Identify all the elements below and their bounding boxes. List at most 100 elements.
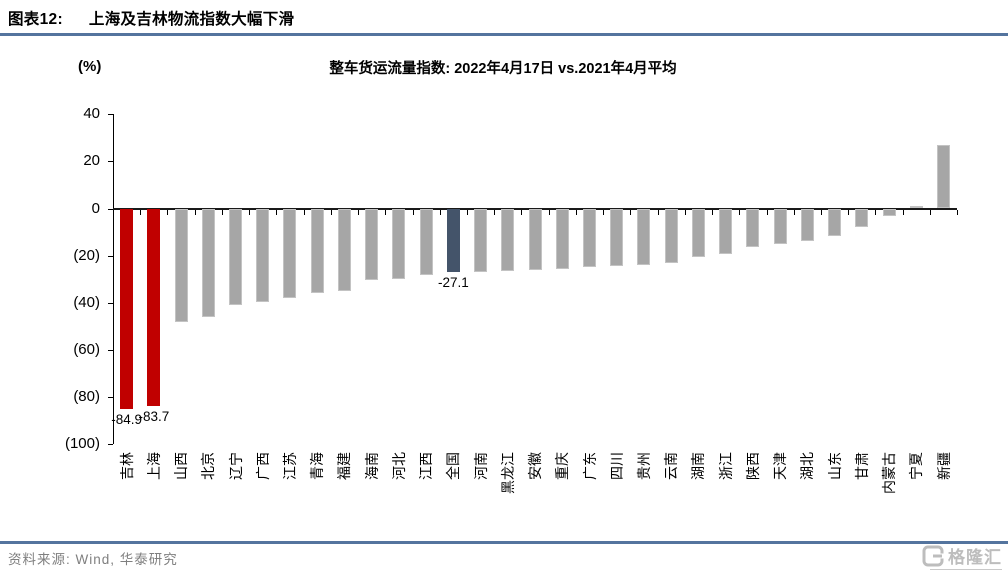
x-label-陕西: 陕西 [744, 452, 761, 480]
y-axis-tick [108, 444, 113, 446]
y-axis-tick [108, 349, 113, 351]
x-label-福建: 福建 [336, 452, 353, 480]
bar-甘肃 [855, 208, 869, 228]
bar-山东 [828, 208, 842, 237]
x-label-内蒙古: 内蒙古 [881, 452, 898, 494]
bar-山西 [174, 208, 188, 323]
gelonghui-logo: 格隆汇 [921, 543, 1002, 568]
bar-黑龙江 [501, 208, 515, 271]
y-axis-tick [108, 208, 113, 210]
bar-青海 [310, 208, 324, 293]
figure-number-label: 图表12: [8, 11, 63, 28]
x-label-全国: 全国 [445, 452, 462, 480]
x-axis-tick [848, 209, 850, 215]
bar-广西 [256, 208, 270, 302]
x-label-湖北: 湖北 [799, 452, 816, 480]
x-axis-tick [221, 209, 223, 215]
x-axis-tick [929, 209, 931, 215]
x-axis-tick [657, 209, 659, 215]
x-label-云南: 云南 [663, 452, 680, 480]
x-label-新疆: 新疆 [935, 452, 952, 480]
bar-湖南 [691, 208, 705, 257]
y-tick-label: (60) [73, 340, 100, 358]
value-label-吉林: -84.9 [111, 411, 142, 427]
figure-title: 上海及吉林物流指数大幅下滑 [88, 11, 295, 28]
gelonghui-logo-icon [922, 545, 945, 566]
x-label-重庆: 重庆 [554, 452, 571, 480]
bar-全国 [446, 208, 460, 273]
x-axis-tick [358, 209, 360, 215]
y-tick-label: 40 [83, 105, 100, 123]
y-axis-tick [108, 255, 113, 257]
source-note: 资料来源: Wind, 华泰研究 [8, 552, 178, 567]
x-axis-tick [575, 209, 577, 215]
y-tick-label: (80) [73, 388, 100, 406]
y-tick-label: 0 [91, 199, 100, 217]
y-tick-label: (20) [73, 246, 100, 264]
value-label-上海: -83.7 [138, 408, 170, 424]
bar-安徽 [528, 208, 542, 270]
figure-header: 图表12: 上海及吉林物流指数大幅下滑 [8, 7, 294, 29]
gelonghui-logo-text: 格隆汇 [948, 548, 1002, 567]
y-tick-label: 20 [83, 152, 100, 170]
logo-underline [930, 569, 1002, 570]
x-axis-tick [739, 209, 741, 215]
bar-吉林 [120, 208, 134, 409]
x-label-湖南: 湖南 [690, 452, 707, 480]
y-axis-tick [108, 114, 113, 116]
x-label-江苏: 江苏 [281, 452, 298, 480]
x-axis-tick [194, 209, 196, 215]
bar-四川 [610, 208, 624, 267]
x-axis-tick [902, 209, 904, 215]
x-axis-tick [684, 209, 686, 215]
x-axis-tick [140, 209, 142, 215]
y-axis-tick [108, 161, 113, 163]
bar-浙江 [719, 208, 733, 254]
y-axis-tick [108, 302, 113, 304]
x-axis-tick [113, 209, 114, 215]
x-label-河北: 河北 [390, 452, 407, 480]
x-label-天津: 天津 [772, 452, 789, 480]
x-axis-tick [548, 209, 550, 215]
bar-广东 [583, 208, 597, 268]
value-label-全国: -27.1 [437, 275, 469, 291]
x-label-甘肃: 甘肃 [853, 452, 870, 480]
x-label-安徽: 安徽 [527, 452, 544, 480]
bar-江西 [419, 208, 433, 276]
x-label-浙江: 浙江 [717, 452, 734, 480]
x-axis-tick [521, 209, 523, 215]
bar-陕西 [746, 208, 760, 247]
x-label-北京: 北京 [200, 452, 217, 480]
bar-新疆 [937, 144, 950, 209]
x-label-山西: 山西 [173, 452, 190, 480]
y-tick-label: (100) [64, 435, 100, 453]
bar-上海 [147, 208, 161, 406]
bar-天津 [773, 208, 787, 245]
x-axis-tick [875, 209, 877, 215]
x-axis-tick [793, 209, 795, 215]
bar-河北 [392, 208, 406, 280]
x-axis-tick [249, 209, 251, 215]
bar-重庆 [555, 208, 569, 269]
footer-divider-rule [0, 541, 1008, 544]
header-divider-rule [0, 33, 1008, 36]
x-label-宁夏: 宁夏 [908, 452, 925, 480]
y-tick-label: (40) [73, 293, 100, 311]
x-axis-tick [712, 209, 714, 215]
x-label-广西: 广西 [254, 452, 271, 480]
x-axis-tick [766, 209, 768, 215]
x-axis-tick [330, 209, 332, 215]
bar-海南 [365, 208, 379, 281]
bar-河南 [474, 208, 488, 272]
x-axis-tick [276, 209, 278, 215]
x-axis-tick [603, 209, 605, 215]
x-label-河南: 河南 [472, 452, 489, 480]
x-axis-tick [439, 209, 441, 215]
x-axis-tick [412, 209, 414, 215]
x-axis-tick [385, 209, 387, 215]
x-label-黑龙江: 黑龙江 [499, 452, 516, 494]
x-label-上海: 上海 [145, 452, 162, 480]
y-axis-unit-label: (%) [78, 58, 102, 75]
